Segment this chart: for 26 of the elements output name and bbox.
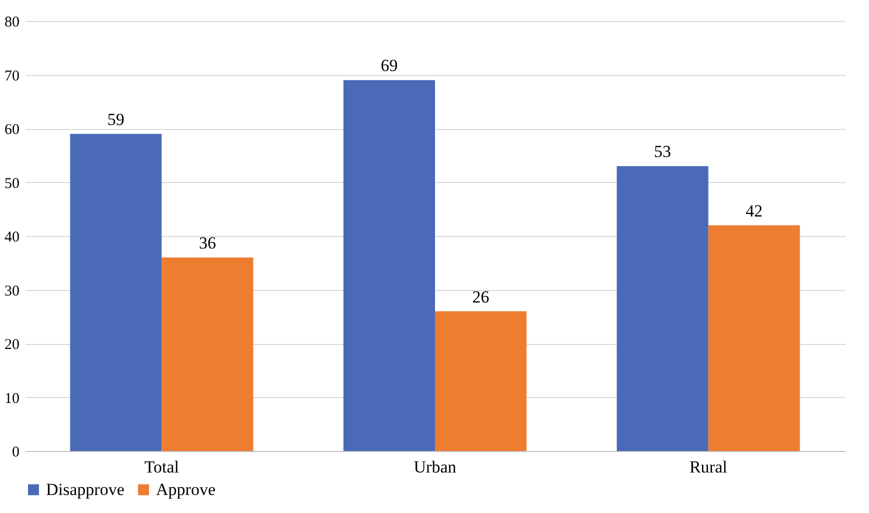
y-tick-label: 80 bbox=[4, 14, 20, 30]
data-label: 53 bbox=[654, 142, 672, 162]
y-tick-label: 20 bbox=[4, 337, 20, 353]
y-tick-label: 50 bbox=[4, 176, 20, 192]
data-label: 26 bbox=[472, 287, 490, 306]
legend-label: Disapprove bbox=[46, 480, 124, 499]
y-tick-label: 60 bbox=[4, 122, 20, 138]
y-tick-label: 70 bbox=[4, 68, 20, 84]
data-label: 69 bbox=[380, 56, 398, 76]
bar bbox=[435, 311, 527, 451]
legend-label: Approve bbox=[156, 480, 216, 499]
y-tick-label: 10 bbox=[4, 390, 20, 407]
data-label: 36 bbox=[198, 234, 216, 252]
bar bbox=[343, 80, 435, 451]
y-tick-label: 40 bbox=[4, 230, 20, 246]
data-label: 59 bbox=[107, 110, 124, 129]
x-tick-label: Total bbox=[144, 458, 180, 476]
y-tick-label: 0 bbox=[12, 444, 20, 460]
bar bbox=[162, 258, 254, 451]
data-label: 42 bbox=[746, 201, 763, 220]
x-tick-label: Urban bbox=[414, 458, 457, 476]
bar bbox=[708, 225, 800, 451]
bar bbox=[616, 166, 708, 451]
bar bbox=[70, 134, 162, 451]
x-tick-label: Rural bbox=[689, 458, 728, 476]
y-tick-label: 30 bbox=[4, 283, 20, 300]
